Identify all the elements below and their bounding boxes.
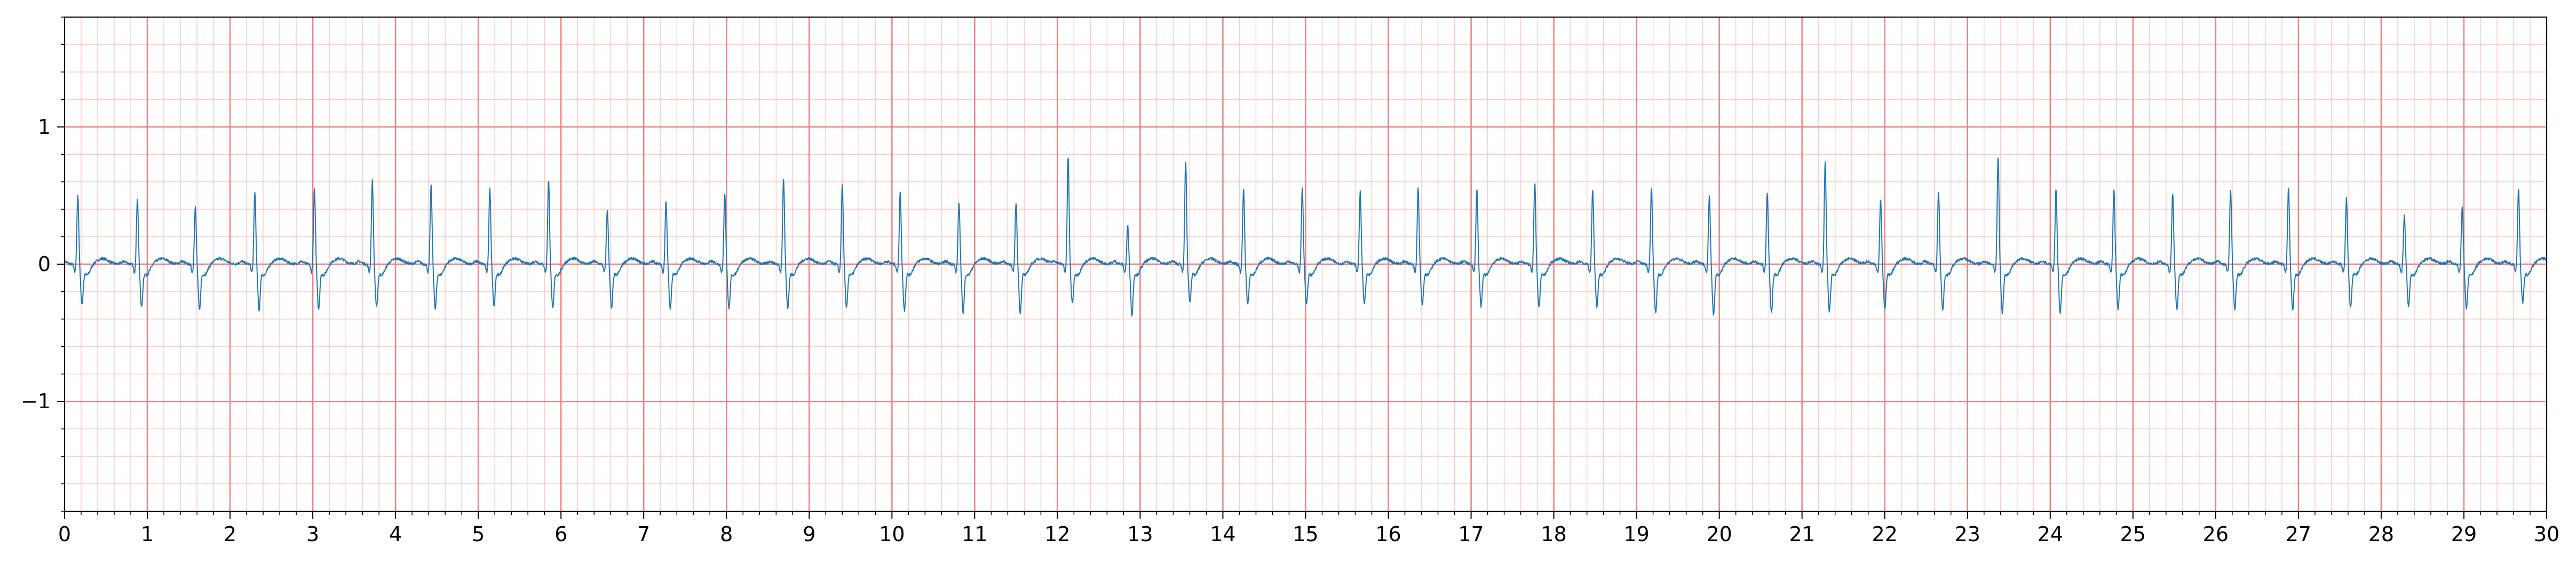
x-tick-label: 11 bbox=[962, 522, 987, 546]
y-axis: 1 0 −1 bbox=[21, 17, 65, 512]
x-tick-label: 8 bbox=[720, 522, 733, 546]
x-tick-label: 18 bbox=[1541, 522, 1566, 546]
x-tick-label: 2 bbox=[224, 522, 236, 546]
x-tick-label: 10 bbox=[879, 522, 905, 546]
x-tick-label: 1 bbox=[141, 522, 154, 546]
x-tick-label: 27 bbox=[2286, 522, 2311, 546]
x-tick-label: 26 bbox=[2203, 522, 2229, 546]
x-tick-label: 17 bbox=[1458, 522, 1484, 546]
x-tick-label: 28 bbox=[2368, 522, 2394, 546]
x-tick-label: 14 bbox=[1210, 522, 1235, 546]
y-tick-label: 0 bbox=[38, 252, 51, 276]
x-tick-label: 19 bbox=[1623, 522, 1649, 546]
ecg-series-line bbox=[64, 157, 2547, 317]
x-tick-label: 20 bbox=[1706, 522, 1732, 546]
y-tick-label: 1 bbox=[38, 115, 51, 139]
x-tick-label: 3 bbox=[306, 522, 319, 546]
x-tick-label: 24 bbox=[2038, 522, 2063, 546]
x-tick-label: 4 bbox=[389, 522, 402, 546]
x-tick-label: 22 bbox=[1872, 522, 1898, 546]
x-tick-label: 15 bbox=[1293, 522, 1318, 546]
x-tick-label: 25 bbox=[2120, 522, 2146, 546]
x-tick-label: 9 bbox=[803, 522, 815, 546]
x-tick-label: 23 bbox=[1955, 522, 1980, 546]
y-tick-label: −1 bbox=[21, 390, 51, 413]
x-tick-label: 16 bbox=[1375, 522, 1401, 546]
x-tick-label: 30 bbox=[2534, 522, 2559, 546]
x-tick-label: 0 bbox=[58, 522, 71, 546]
x-tick-label: 7 bbox=[637, 522, 650, 546]
x-tick-label: 13 bbox=[1127, 522, 1153, 546]
x-tick-label: 29 bbox=[2451, 522, 2477, 546]
x-tick-label: 5 bbox=[472, 522, 485, 546]
x-axis: 0 1 2 3 4 5 6 7 8 9 10 11 12 13 14 15 16 17 18 19 20 21 22 23 24… bbox=[58, 511, 2559, 546]
x-tick-label: 6 bbox=[554, 522, 567, 546]
x-tick-label: 12 bbox=[1044, 522, 1070, 546]
x-tick-label: 21 bbox=[1789, 522, 1815, 546]
